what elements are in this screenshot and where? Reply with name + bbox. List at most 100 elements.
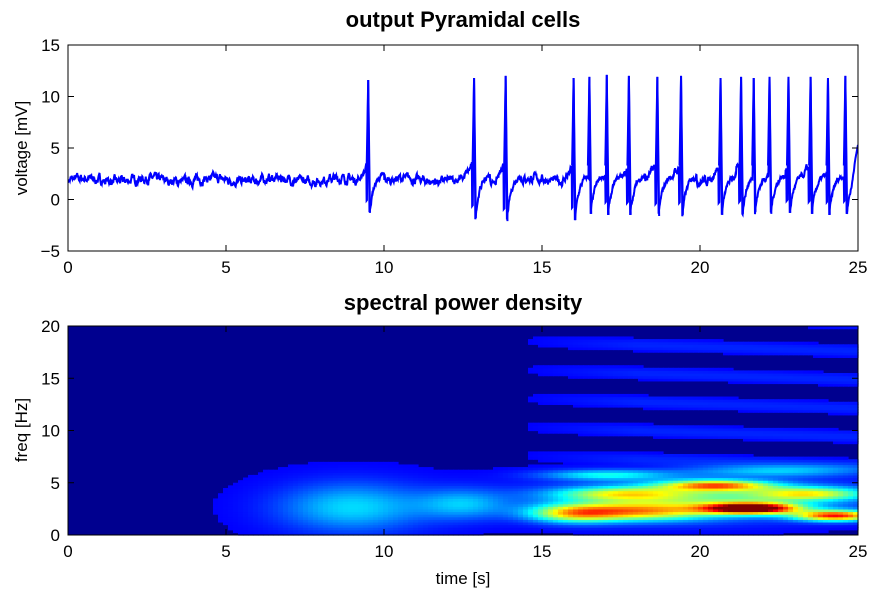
spectral-heatmap-cell: [708, 427, 714, 432]
spectral-heatmap-cell: [403, 516, 409, 520]
spectral-heatmap-cell: [453, 508, 459, 513]
spectral-heatmap-cell: [238, 529, 244, 533]
spectral-heatmap-cell: [593, 514, 599, 518]
spectral-heatmap-cell: [418, 487, 424, 492]
spectral-heatmap-cell: [823, 469, 829, 473]
spectral-heatmap-cell: [708, 511, 714, 515]
spectral-heatmap-cell: [788, 508, 794, 513]
spectral-heatmap-cell: [553, 511, 559, 515]
spectral-heatmap-cell: [368, 469, 374, 473]
spectral-heatmap-cell: [693, 425, 699, 429]
spectral-heatmap-cell: [798, 464, 804, 468]
spectral-heatmap-cell: [803, 516, 809, 520]
spectral-heatmap-cell: [463, 472, 469, 476]
spectral-heatmap-cell: [553, 464, 559, 468]
spectral-heatmap-cell: [708, 339, 714, 343]
spectral-heatmap-cell: [543, 399, 549, 403]
spectral-heatmap-cell: [343, 527, 349, 531]
spectral-heatmap-cell: [248, 529, 254, 533]
spectral-heatmap-cell: [363, 506, 369, 510]
spectral-heatmap-cell: [748, 487, 754, 492]
spectral-heatmap-cell: [853, 490, 859, 494]
spectral-heatmap-cell: [833, 459, 839, 463]
spectral-heatmap-cell: [673, 406, 679, 411]
spectral-heatmap-cell: [408, 532, 414, 536]
spectral-heatmap-cell: [693, 514, 699, 518]
spectral-heatmap-cell: [268, 521, 274, 526]
spectral-heatmap-cell: [498, 472, 504, 476]
spectral-heatmap-cell: [773, 529, 779, 533]
spectral-heatmap-cell: [603, 469, 609, 473]
spectral-heatmap-cell: [368, 508, 374, 513]
spectral-heatmap-cell: [373, 524, 379, 528]
spectral-heatmap-cell: [498, 485, 504, 489]
spectral-heatmap-cell: [343, 495, 349, 500]
spectral-heatmap-cell: [683, 508, 689, 513]
spectral-heatmap-cell: [618, 487, 624, 492]
spectral-heatmap-cell: [608, 501, 614, 505]
spectral-heatmap-cell: [698, 495, 704, 500]
spectral-heatmap-cell: [808, 344, 814, 348]
spectral-heatmap-cell: [218, 498, 224, 502]
spectral-heatmap-cell: [688, 469, 694, 473]
spectral-heatmap-cell: [348, 480, 354, 484]
spectral-heatmap-cell: [618, 511, 624, 515]
spectral-heatmap-cell: [758, 480, 764, 484]
spectral-heatmap-cell: [288, 529, 294, 533]
spectral-heatmap-cell: [293, 487, 299, 492]
voltage-spike: [586, 76, 593, 214]
spectral-heatmap-cell: [668, 472, 674, 476]
spectral-heatmap-cell: [838, 349, 844, 353]
spectral-heatmap-cell: [343, 524, 349, 528]
spectral-heatmap-cell: [728, 477, 734, 481]
spectral-heatmap-cell: [853, 378, 859, 382]
spectral-heatmap-cell: [843, 409, 849, 413]
spectral-heatmap-cell: [468, 527, 474, 531]
spectral-heatmap-cell: [583, 459, 589, 463]
spectral-heatmap-cell: [568, 498, 574, 502]
spectral-heatmap-cell: [843, 524, 849, 528]
spectral-heatmap-cell: [453, 527, 459, 531]
spectral-heatmap-cell: [823, 380, 829, 385]
voltage-x-ticks: 0 5 10 15 20 25: [63, 45, 867, 277]
spectral-heatmap-cell: [663, 480, 669, 484]
spectral-heatmap-cell: [843, 474, 849, 479]
spectral-heatmap-cell: [503, 506, 509, 510]
spectral-heatmap-cell: [243, 532, 249, 536]
spectral-heatmap-cell: [678, 508, 684, 513]
spectral-heatmap-cell: [283, 474, 289, 479]
spectral-heatmap-cell: [648, 498, 654, 502]
spectral-heatmap-cell: [303, 519, 309, 523]
spectral-heatmap-cell: [748, 406, 754, 411]
spectral-heatmap-cell: [493, 501, 499, 505]
spectral-heatmap-cell: [268, 477, 274, 481]
spectral-heatmap-cell: [848, 326, 854, 330]
spectral-heatmap-cell: [303, 482, 309, 486]
spectral-heatmap-cell: [633, 524, 639, 528]
spectral-heatmap-cell: [733, 472, 739, 476]
spectral-heatmap-cell: [628, 506, 634, 510]
spectral-heatmap-cell: [763, 399, 769, 403]
spectral-heatmap-cell: [538, 506, 544, 510]
spectral-heatmap-cell: [668, 493, 674, 497]
spectral-heatmap-cell: [498, 501, 504, 505]
spectral-heatmap-cell: [683, 399, 689, 403]
spectral-heatmap-cell: [278, 511, 284, 515]
spectral-heatmap-cell: [588, 467, 594, 471]
spectral-heatmap-cell: [823, 404, 829, 408]
spectral-heatmap-cell: [743, 472, 749, 476]
spectral-heatmap-cell: [273, 485, 279, 489]
spectral-heatmap-cell: [418, 519, 424, 523]
spectral-heatmap-cell: [448, 490, 454, 494]
spectral-heatmap-cell: [233, 511, 239, 515]
spectral-heatmap-cell: [758, 341, 764, 345]
spectral-heatmap-cell: [588, 422, 594, 426]
spectral-heatmap-cell: [713, 511, 719, 515]
spectral-heatmap-cell: [588, 401, 594, 405]
spectral-heatmap-cell: [503, 487, 509, 492]
spectral-heatmap-cell: [843, 467, 849, 471]
spectral-heatmap-cell: [513, 480, 519, 484]
spectral-heatmap-cell: [818, 464, 824, 468]
spectral-heatmap-cell: [498, 487, 504, 492]
spectral-heatmap-cell: [308, 474, 314, 479]
